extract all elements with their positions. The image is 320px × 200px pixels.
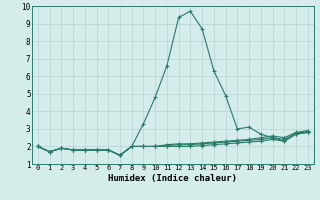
X-axis label: Humidex (Indice chaleur): Humidex (Indice chaleur) [108, 174, 237, 183]
